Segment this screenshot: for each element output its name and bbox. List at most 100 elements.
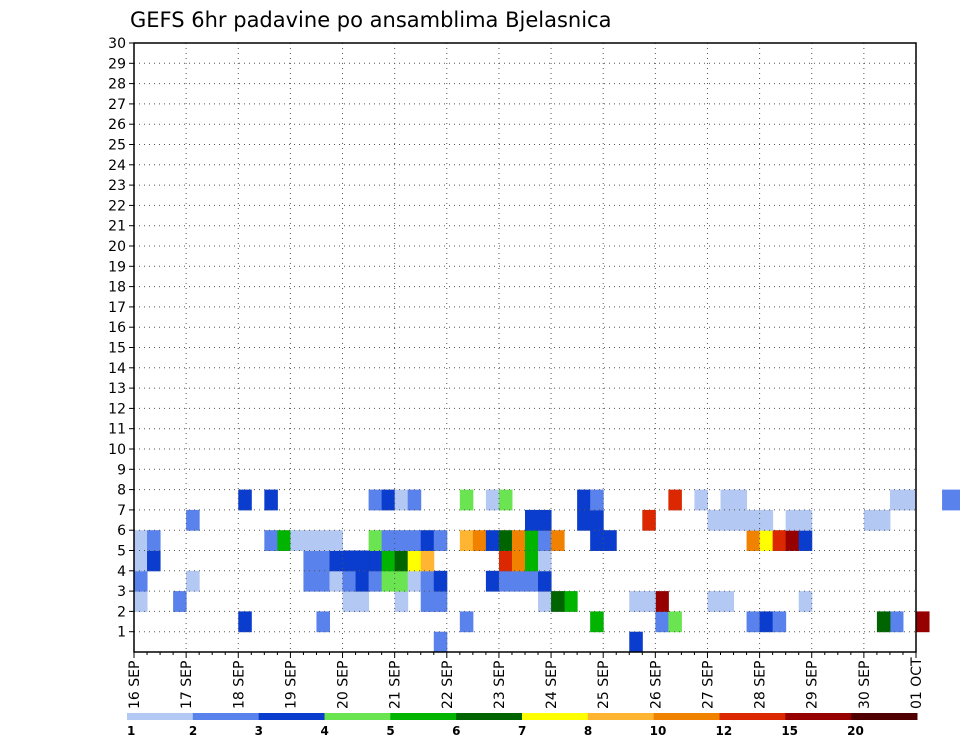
legend-tick-label: 5 <box>386 724 394 738</box>
heatmap-cell <box>433 570 448 592</box>
heatmap-cell <box>134 570 148 592</box>
x-tick-label: 18 SEP <box>231 661 247 709</box>
legend-swatch <box>192 713 260 720</box>
heatmap-cell <box>916 611 930 633</box>
heatmap-cell <box>329 550 344 572</box>
heatmap-cell <box>942 489 956 511</box>
x-axis-ticks: 16 SEP 17 SEP 18 SEP 19 SEP 20 SEP 21 SEP 22 S… <box>127 652 925 709</box>
heatmap-cell <box>538 530 552 551</box>
x-tick-label: 23 SEP <box>492 661 508 709</box>
heatmap-cell <box>498 489 513 511</box>
heatmap-cell <box>525 570 539 592</box>
y-tick-label: 27 <box>108 97 126 113</box>
heatmap-cell <box>733 509 748 531</box>
heatmap-cell <box>707 509 721 531</box>
heatmap-cell <box>798 591 813 612</box>
y-tick-label: 21 <box>108 219 126 235</box>
y-tick-label: 13 <box>108 381 126 397</box>
heatmap-cell <box>694 489 708 511</box>
x-tick-label: 28 SEP <box>753 661 769 709</box>
x-tick-label: 22 SEP <box>440 661 456 709</box>
heatmap-cell <box>525 509 539 531</box>
y-tick-label: 19 <box>108 259 126 275</box>
legend-tick-label: 1 <box>127 724 135 738</box>
heatmap-cell <box>381 530 396 551</box>
heatmap-cell <box>707 591 721 612</box>
heatmap-cell <box>511 570 526 592</box>
heatmap-cell <box>902 489 917 511</box>
legend-swatch <box>390 713 457 720</box>
heatmap-cell <box>889 489 904 511</box>
heatmap-cell <box>720 489 735 511</box>
legend-swatch <box>587 713 655 720</box>
y-tick-label: 5 <box>117 544 126 560</box>
y-tick-label: 20 <box>108 239 126 255</box>
legend-tick-label: 10 <box>650 724 667 738</box>
heatmap-cell <box>655 611 669 633</box>
heatmap-cell <box>316 570 330 592</box>
y-tick-label: 16 <box>108 320 126 336</box>
y-tick-label: 8 <box>117 483 126 499</box>
heatmap-cell <box>368 530 383 551</box>
heatmap-cell <box>733 489 748 511</box>
heatmap-cell <box>394 489 409 511</box>
heatmap-cell <box>642 509 656 531</box>
chart-title: GEFS 6hr padavine po ansamblima Bjelasni… <box>130 8 611 32</box>
heatmap-cell <box>538 509 552 531</box>
legend-tick-label: 3 <box>255 724 263 738</box>
y-tick-label: 18 <box>108 280 126 296</box>
heatmap-cell <box>355 591 370 612</box>
x-tick-label: 24 SEP <box>544 661 560 709</box>
heatmap-cell <box>394 570 409 592</box>
heatmap-cell <box>420 591 435 612</box>
heatmap-cell <box>759 509 774 531</box>
legend-swatch <box>324 713 391 720</box>
heatmap-cell <box>798 509 813 531</box>
heatmap-cell <box>316 611 330 633</box>
heatmap-cell <box>459 530 474 551</box>
y-tick-label: 24 <box>108 158 126 174</box>
heatmap-cell <box>355 550 370 572</box>
y-axis-ticks: 1234567891011121314151617181920212223242… <box>108 36 134 641</box>
heatmap-cell <box>459 489 474 511</box>
legend-tick-label: 15 <box>781 724 798 738</box>
heatmap-cell <box>316 530 330 551</box>
heatmap-cell <box>381 489 396 511</box>
legend-swatch <box>653 713 720 720</box>
y-tick-label: 1 <box>117 625 126 641</box>
heatmap-cell <box>342 570 357 592</box>
heatmap-cell <box>407 570 422 592</box>
x-tick-label: 29 SEP <box>805 661 821 709</box>
heatmap-cell <box>303 570 317 592</box>
heatmap-cell <box>238 611 252 633</box>
y-tick-label: 15 <box>108 341 126 357</box>
heatmap-cell <box>407 489 422 511</box>
heatmap-cell <box>629 631 643 653</box>
heatmap-cell <box>303 530 317 551</box>
heatmap-cell <box>590 489 604 511</box>
heatmap-cell <box>420 530 435 551</box>
y-tick-label: 22 <box>108 198 126 214</box>
heatmap-cell <box>277 530 291 551</box>
heatmap-cell <box>316 550 330 572</box>
heatmap-cell <box>342 550 357 572</box>
heatmap-cell <box>485 489 500 511</box>
heatmap-cell <box>785 530 800 551</box>
heatmap-cell <box>381 550 396 572</box>
heatmap-cell <box>759 530 774 551</box>
heatmap-cell <box>629 591 643 612</box>
heatmap-cell <box>433 591 448 612</box>
heatmap-cell <box>876 611 891 633</box>
legend-swatch <box>127 713 194 720</box>
heatmap-cell <box>642 591 656 612</box>
legend-tick-label: 2 <box>189 724 197 738</box>
heatmap-cell <box>538 570 552 592</box>
heatmap-cell <box>889 611 904 633</box>
x-tick-label: 17 SEP <box>179 661 195 709</box>
heatmap-cell <box>147 530 161 551</box>
y-tick-label: 28 <box>108 77 126 93</box>
heatmap-cell <box>759 611 774 633</box>
heatmap-cell <box>381 570 396 592</box>
heatmap-cell <box>238 489 252 511</box>
color-legend: 1 2 3 4 5 6 7 8 10 12 15 20 <box>127 713 918 738</box>
